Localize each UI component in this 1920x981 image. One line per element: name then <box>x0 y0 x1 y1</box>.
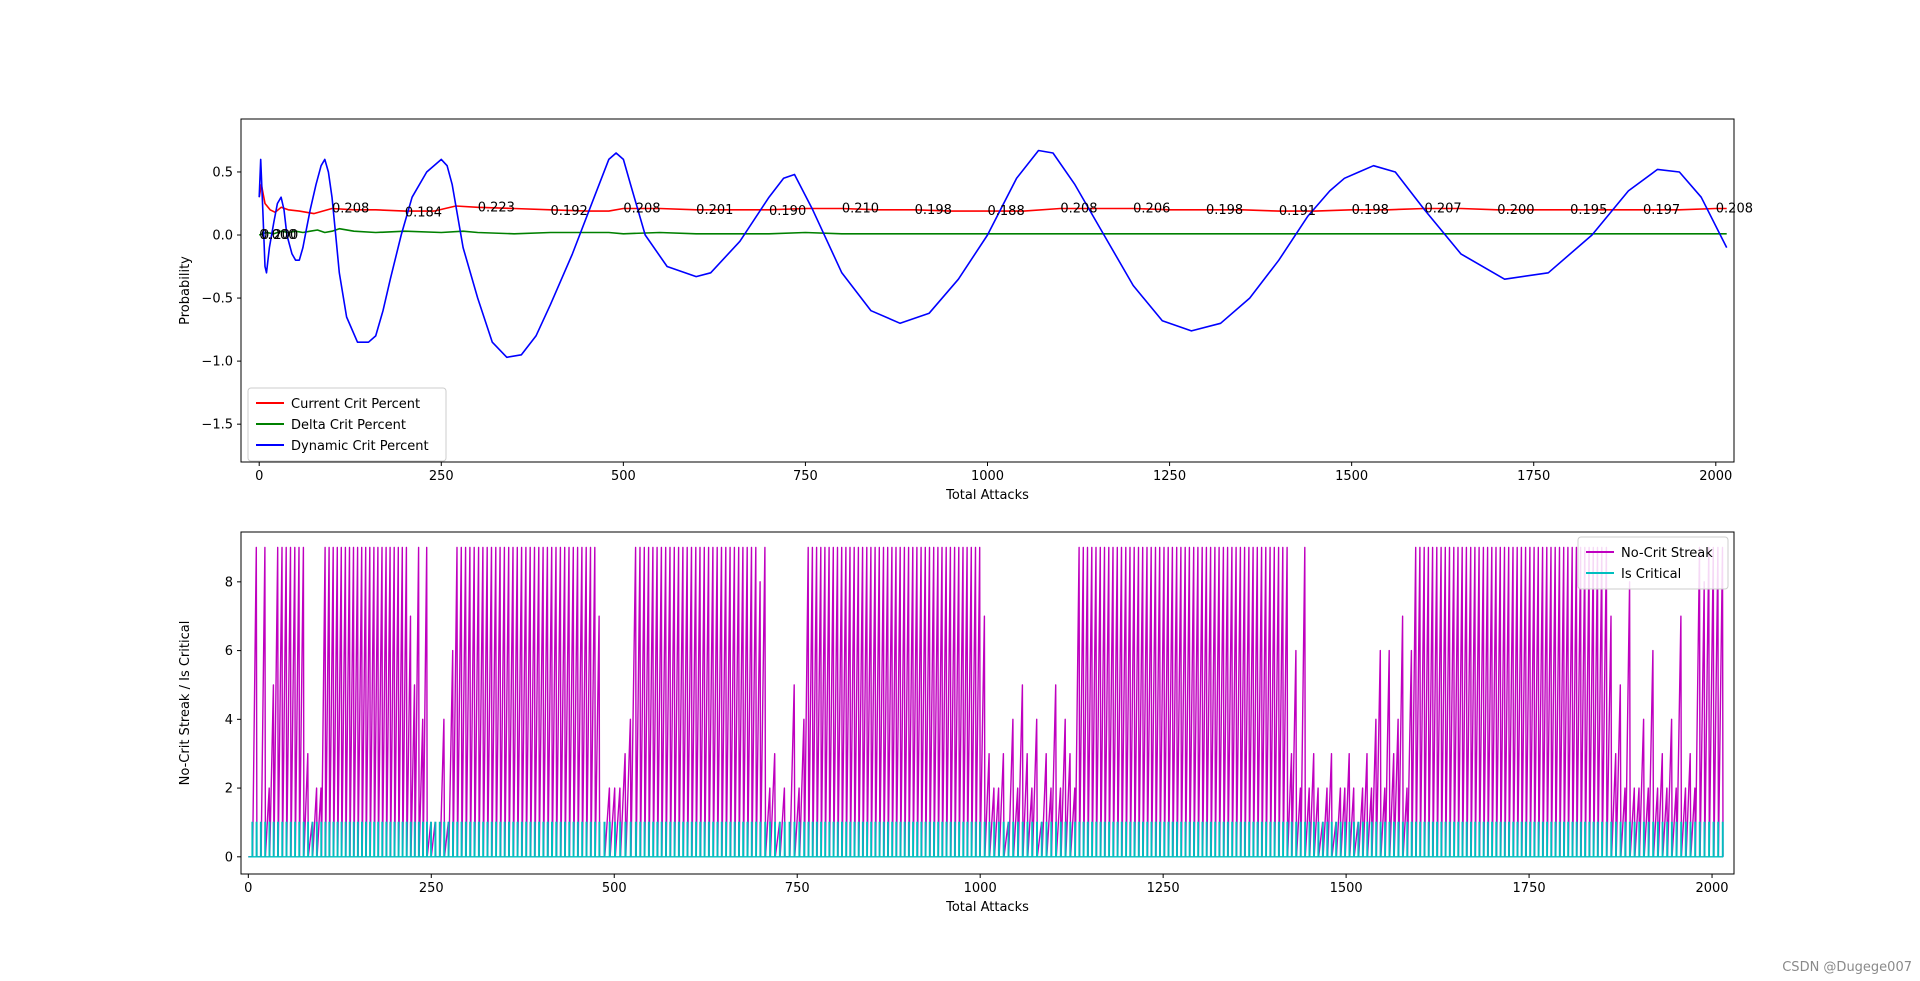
chart1-legend-label: Dynamic Crit Percent <box>291 439 429 454</box>
chart1-ytick-label: −0.5 <box>201 292 233 307</box>
chart2-ytick-label: 2 <box>225 782 233 797</box>
series-current-crit-percent <box>258 183 1727 215</box>
data-label: 0.198 <box>1206 203 1243 218</box>
chart1-legend-box <box>247 387 447 462</box>
chart1-frame <box>240 118 1735 463</box>
chart2-xtick-label: 250 <box>419 881 444 896</box>
series-delta-crit-percent <box>258 227 1727 236</box>
watermark: CSDN @Dugege007 <box>1782 960 1912 975</box>
data-label: 0.198 <box>1352 203 1389 218</box>
data-label: 0.208 <box>623 202 660 217</box>
chart1-xtick-label: 250 <box>429 469 454 484</box>
data-label: 0.208 <box>332 202 369 217</box>
data-label: 0.184 <box>405 205 442 220</box>
chart2-legend-label: Is Critical <box>1621 567 1681 582</box>
data-label: 0.000 <box>259 228 296 243</box>
data-label: 0.190 <box>769 204 806 219</box>
chart2-ylabel: No-Crit Streak / Is Critical <box>178 621 193 786</box>
chart2-ytick-label: 6 <box>225 644 233 659</box>
chart2-xtick-label: 1250 <box>1147 881 1180 896</box>
data-label: 0.208 <box>1060 202 1097 217</box>
chart1-xlabel: Total Attacks <box>945 488 1029 503</box>
chart1-xtick-label: 1750 <box>1517 469 1550 484</box>
chart1-legend-label: Current Crit Percent <box>291 397 420 412</box>
chart2-ytick-label: 0 <box>225 850 233 865</box>
data-label: 0.192 <box>551 204 588 219</box>
chart2-xtick-label: 1000 <box>964 881 997 896</box>
chart1-xtick-label: 750 <box>793 469 818 484</box>
chart1-xtick-label: 1000 <box>971 469 1004 484</box>
data-label: 0.197 <box>1643 203 1680 218</box>
chart2-frame <box>240 531 1735 875</box>
data-label: 0.207 <box>1424 202 1461 217</box>
chart2-ytick-label: 4 <box>225 713 233 728</box>
chart2-xtick-label: 0 <box>244 881 252 896</box>
chart2-xlabel: Total Attacks <box>945 900 1029 915</box>
series-no-crit-streak <box>248 546 1724 858</box>
data-label: 0.206 <box>1133 202 1170 217</box>
chart1-legend-label: Delta Crit Percent <box>291 418 406 433</box>
series-dynamic-crit-percent <box>258 149 1728 359</box>
chart2-legend-label: No-Crit Streak <box>1621 546 1713 561</box>
streak-chart: 0 250 500 750 1000 1250 1500 1750 2000 0 2 4 6 8 Total… <box>178 531 1735 915</box>
chart1-ytick-label: 0.5 <box>212 165 233 180</box>
chart2-legend-box <box>1577 536 1729 590</box>
chart1-ytick-label: 0.0 <box>212 229 233 244</box>
chart2-xtick-label: 1750 <box>1513 881 1546 896</box>
chart1-ytick-label: −1.0 <box>201 355 233 370</box>
chart2-xtick-label: 2000 <box>1695 881 1728 896</box>
chart2-xtick-label: 1500 <box>1330 881 1363 896</box>
chart2-xtick-label: 500 <box>602 881 627 896</box>
chart1-xtick-label: 500 <box>611 469 636 484</box>
chart2-series-group <box>248 546 1724 858</box>
chart1-xtick-label: 1250 <box>1153 469 1186 484</box>
data-label: 0.191 <box>1279 204 1316 219</box>
chart1-xtick-label: 2000 <box>1699 469 1732 484</box>
series-is-critical <box>248 821 1724 858</box>
chart1-xtick-label: 1500 <box>1335 469 1368 484</box>
data-label: 0.188 <box>988 204 1025 219</box>
chart1-ylabel: Probability <box>178 256 193 325</box>
data-label: 0.200 <box>261 228 298 243</box>
chart2-ytick-label: 8 <box>225 575 233 590</box>
data-label: 0.201 <box>696 203 733 218</box>
chart1-ytick-label: −1.5 <box>201 418 233 433</box>
chart1-xtick-label: 0 <box>255 469 263 484</box>
data-label: 0.195 <box>1570 203 1607 218</box>
data-label: 0.200 <box>1497 203 1534 218</box>
chart2-xtick-label: 750 <box>785 881 810 896</box>
data-label: 0.198 <box>915 203 952 218</box>
data-label: 0.210 <box>842 202 879 217</box>
data-label: 0.223 <box>478 200 515 215</box>
chart1-series-group <box>258 149 1728 359</box>
